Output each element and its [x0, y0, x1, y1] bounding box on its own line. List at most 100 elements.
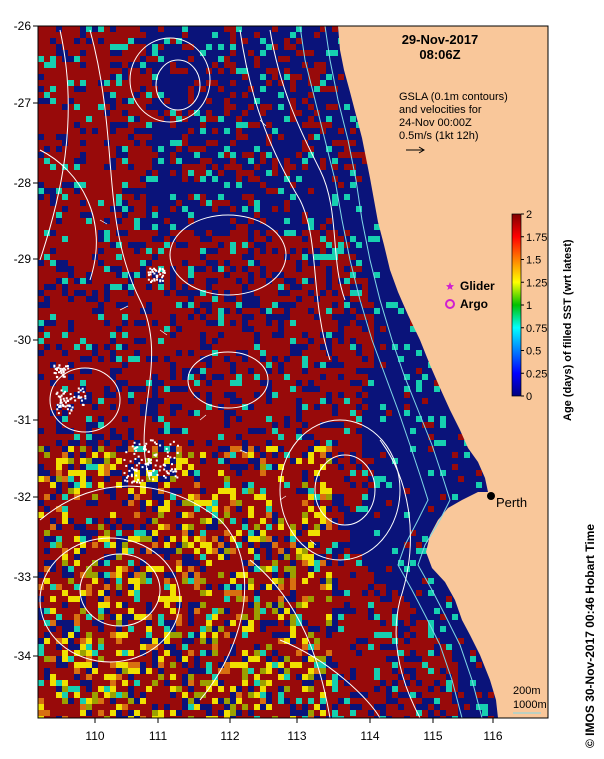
sst-cell [296, 152, 302, 158]
sst-cell [206, 692, 212, 698]
sst-cell [440, 680, 446, 686]
missing-data-speck [155, 276, 158, 279]
sst-cell [260, 320, 266, 326]
sst-cell [218, 350, 224, 356]
sst-cell [440, 626, 446, 632]
sst-cell [338, 272, 344, 278]
sst-cell [362, 614, 368, 620]
sst-cell [296, 386, 302, 392]
sst-cell [290, 44, 296, 50]
sst-cell [392, 638, 398, 644]
sst-cell [122, 92, 128, 98]
sst-cell [326, 704, 332, 710]
sst-cell [326, 74, 332, 80]
sst-cell [74, 338, 80, 344]
sst-cell [68, 422, 74, 428]
sst-cell [74, 320, 80, 326]
missing-data-speck [170, 468, 173, 471]
sst-cell [332, 650, 338, 656]
sst-cell [296, 254, 302, 260]
sst-cell [332, 524, 338, 530]
isobath-200m [324, 26, 483, 718]
sst-cell [344, 416, 350, 422]
sst-cell [278, 638, 284, 644]
sst-cell [56, 470, 62, 476]
sst-cell [308, 572, 314, 578]
sst-cell [116, 32, 122, 38]
missing-data-speck [62, 397, 65, 400]
sst-cell [104, 212, 110, 218]
missing-data-speck [148, 471, 151, 474]
sst-cell [386, 482, 392, 488]
missing-data-speck [133, 441, 136, 444]
sst-cell [50, 254, 56, 260]
sst-cell [320, 488, 326, 494]
sst-cell [110, 650, 116, 656]
sst-cell [284, 200, 290, 206]
sst-cell [284, 644, 290, 650]
sst-cell [98, 266, 104, 272]
sst-cell [110, 260, 116, 266]
sst-cell [74, 446, 80, 452]
sst-cell [248, 104, 254, 110]
sst-cell [272, 44, 278, 50]
sst-cell [230, 656, 236, 662]
sst-cell [152, 92, 158, 98]
sst-cell [134, 602, 140, 608]
sst-cell [152, 350, 158, 356]
sst-cell [236, 596, 242, 602]
sst-cell [236, 362, 242, 368]
sst-cell [38, 116, 44, 122]
sst-cell [146, 626, 152, 632]
sst-cell [338, 476, 344, 482]
sst-cell [146, 374, 152, 380]
sst-cell [92, 644, 98, 650]
sst-cell [254, 440, 260, 446]
sst-cell [254, 500, 260, 506]
missing-data-speck [70, 409, 73, 412]
sst-cell [242, 572, 248, 578]
sst-cell [266, 614, 272, 620]
sst-cell [104, 512, 110, 518]
sst-cell [116, 260, 122, 266]
sst-cell [224, 530, 230, 536]
sst-cell [62, 302, 68, 308]
sst-cell [134, 584, 140, 590]
sst-cell [260, 572, 266, 578]
sst-cell [422, 650, 428, 656]
sst-cell [134, 632, 140, 638]
sst-cell [434, 668, 440, 674]
sst-cell [308, 452, 314, 458]
sst-cell [194, 692, 200, 698]
sst-cell [230, 80, 236, 86]
sst-cell [92, 62, 98, 68]
sst-cell [296, 608, 302, 614]
sst-cell [326, 410, 332, 416]
sst-cell [152, 308, 158, 314]
sst-cell [110, 446, 116, 452]
missing-data-speck [137, 455, 140, 458]
sst-cell [260, 326, 266, 332]
sst-cell [254, 506, 260, 512]
sst-cell [314, 602, 320, 608]
sst-cell [44, 440, 50, 446]
sst-cell [302, 602, 308, 608]
sst-cell [104, 32, 110, 38]
sst-cell [200, 164, 206, 170]
sst-cell [104, 68, 110, 74]
sst-cell [314, 236, 320, 242]
sst-cell [116, 254, 122, 260]
sst-cell [284, 590, 290, 596]
sst-cell [224, 716, 230, 718]
sst-cell [242, 242, 248, 248]
sst-cell [320, 656, 326, 662]
sst-cell [272, 608, 278, 614]
sst-cell [338, 644, 344, 650]
sst-cell [254, 710, 260, 716]
sst-cell [308, 530, 314, 536]
sst-cell [266, 326, 272, 332]
sst-cell [206, 338, 212, 344]
sst-cell [50, 50, 56, 56]
sst-cell [50, 176, 56, 182]
sst-cell [236, 680, 242, 686]
